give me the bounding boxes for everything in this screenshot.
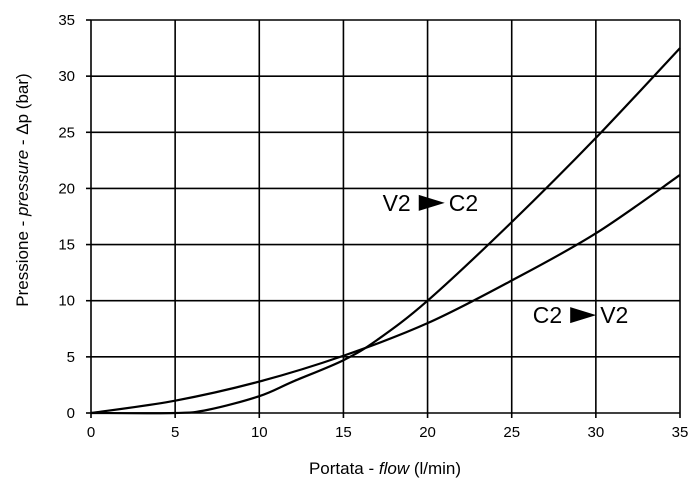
annotation-text: C2 (533, 302, 562, 328)
y-axis-label: Pressione - pressure - Δp (bar) (13, 73, 32, 306)
x-tick-label: 0 (87, 424, 95, 441)
y-tick-label: 10 (58, 293, 75, 310)
x-tick-label: 25 (503, 424, 520, 441)
x-tick-label: 5 (171, 424, 179, 441)
curves (90, 47, 681, 415)
y-tick-label: 30 (58, 68, 75, 85)
annotation-text: V2 (600, 302, 628, 328)
y-tick-label: 15 (58, 237, 75, 254)
y-tick-label: 35 (58, 12, 75, 29)
x-tick-label: 10 (251, 424, 268, 441)
y-tick-label: 0 (67, 405, 75, 422)
y-tick-label: 25 (58, 124, 75, 141)
annotation-text: V2 (383, 190, 411, 216)
curve-annotation-2: C2 V2 (533, 302, 629, 328)
series-line-2 (90, 174, 681, 415)
series-line-1 (90, 47, 681, 415)
annotation-text: C2 (449, 190, 478, 216)
arrow-right-icon (570, 307, 597, 324)
annotations: V2 C2 C2 V2 (383, 190, 629, 328)
y-tick-label: 5 (67, 349, 75, 366)
arrow-right-icon (418, 194, 445, 211)
grid (86, 19, 681, 418)
x-tick-label: 30 (588, 424, 605, 441)
x-tick-label: 20 (419, 424, 436, 441)
tick-labels: 0 5 10 15 20 25 30 35 0 5 10 15 20 25 30 35 (58, 12, 688, 441)
x-tick-label: 35 (672, 424, 689, 441)
x-tick-label: 15 (335, 424, 352, 441)
curve-annotation-1: V2 C2 (383, 190, 479, 216)
y-tick-label: 20 (58, 180, 75, 197)
x-axis-label: Portata - flow (l/min) (309, 459, 461, 478)
